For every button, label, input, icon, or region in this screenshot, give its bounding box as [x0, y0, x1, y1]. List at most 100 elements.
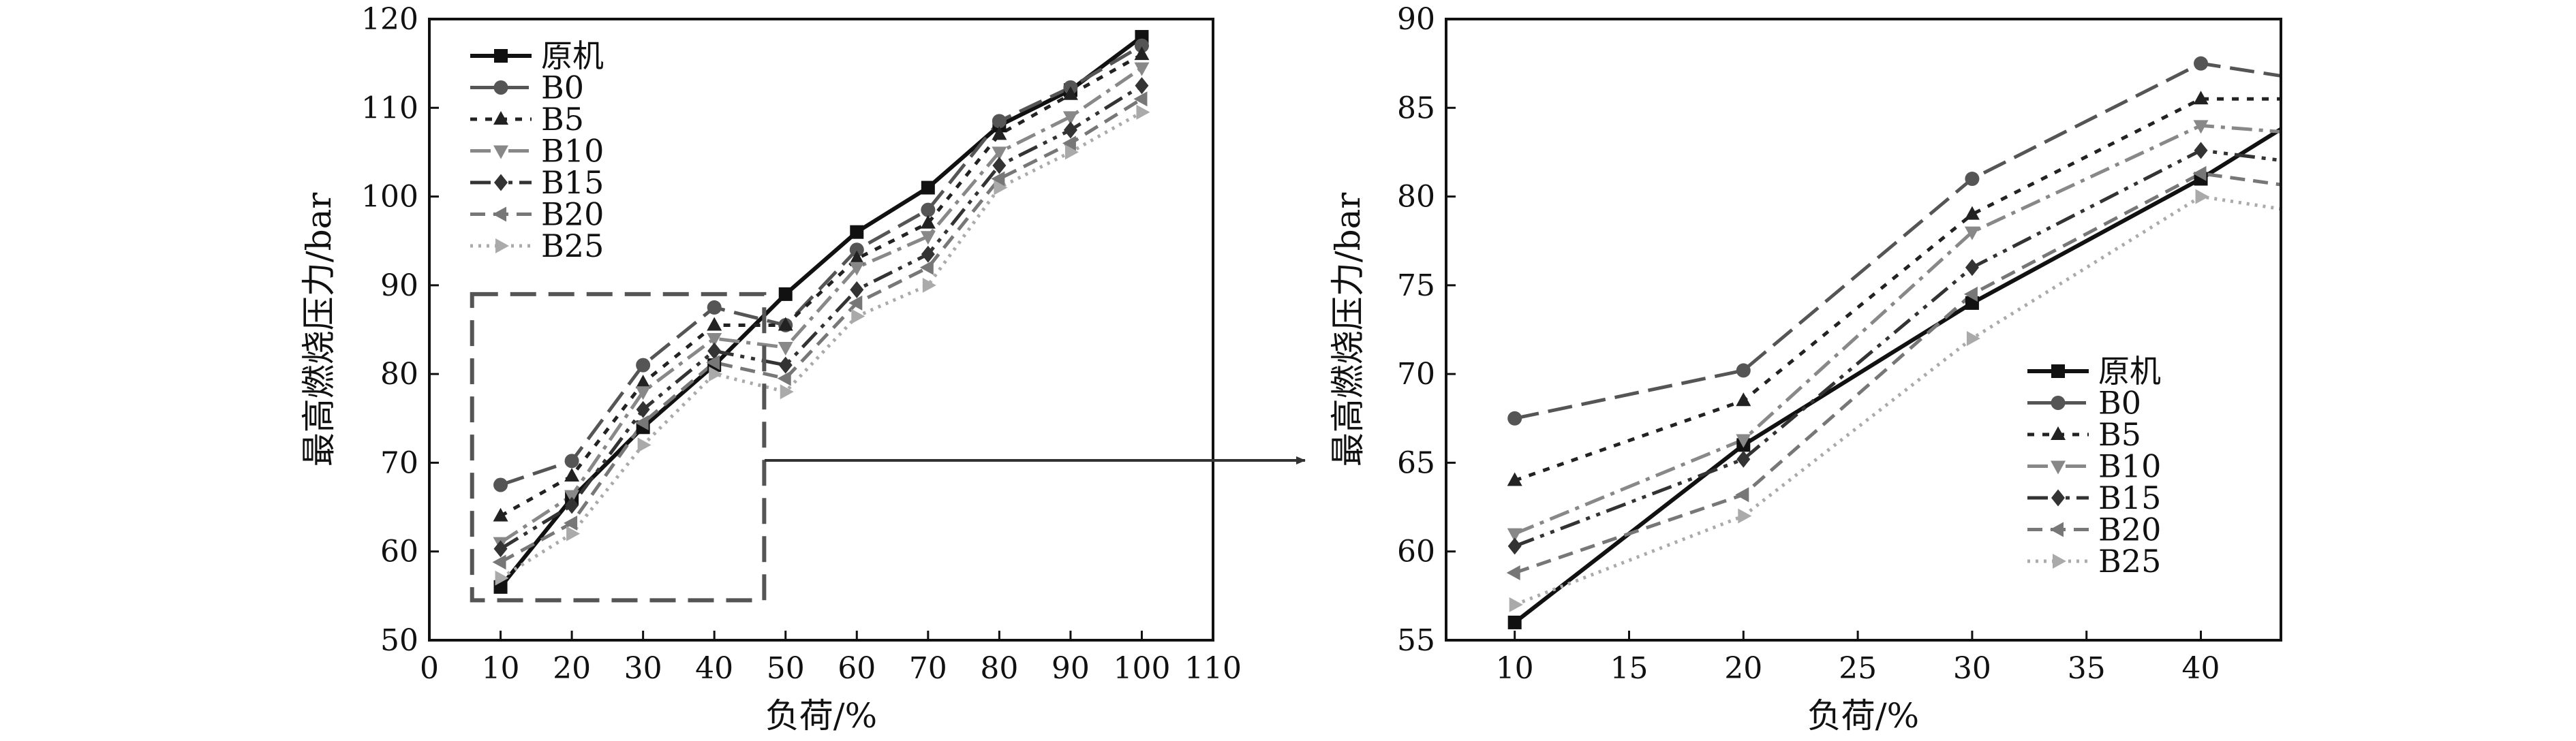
left-y-tick-label: 100 [361, 180, 418, 215]
left-legend-label: B15 [541, 164, 604, 201]
right-data-point-B15 [1736, 450, 1751, 468]
right-y-tick-label: 60 [1397, 535, 1435, 569]
left-data-point-B20 [564, 516, 578, 531]
right-y-tick-label: 80 [1397, 180, 1435, 215]
right-x-axis-title: 负荷/% [1807, 696, 1919, 736]
left-data-point-B25 [709, 366, 723, 382]
right-y-tick-label: 70 [1397, 357, 1435, 392]
left-data-point-B10 [1062, 111, 1078, 125]
right-data-point-B0 [1736, 363, 1751, 378]
left-legend-marker [493, 111, 508, 125]
left-x-tick-label: 90 [1052, 651, 1090, 686]
right-y-tick-label: 65 [1397, 445, 1435, 480]
left-data-point-B0 [707, 300, 722, 315]
right-data-point-原机 [2423, 30, 2436, 44]
left-axis-ticks: 0 10 20 30 40 50 60 70 80 90 100 110 50 60 70 80 90 100 11… [361, 2, 1242, 686]
right-x-tick-label: 15 [1610, 651, 1648, 686]
left-data-point-B20 [919, 259, 934, 275]
right-data-point-B15 [1507, 537, 1522, 555]
right-data-point-B0 [1965, 172, 1980, 187]
right-data-point-B5 [1507, 472, 1522, 486]
right-data-point-B5 [1964, 206, 1980, 220]
left-x-tick-label: 60 [838, 651, 876, 686]
right-y-tick-label: 55 [1397, 623, 1435, 658]
right-data-point-B10 [1736, 434, 1751, 448]
left-x-tick-label: 100 [1113, 651, 1170, 686]
zoom-region-box [470, 291, 767, 603]
left-data-point-B0 [992, 114, 1007, 129]
left-data-point-B20 [777, 370, 791, 386]
right-legend-label: B5 [2098, 416, 2141, 453]
left-series-line-B25 [500, 110, 1143, 580]
right-series-line-B0 [1514, 61, 2281, 420]
left-data-point-B0 [493, 477, 508, 492]
left-data-point-B15 [850, 281, 864, 298]
right-data-point-B10 [1507, 528, 1522, 542]
left-legend-marker [493, 206, 506, 222]
right-legend-marker [2050, 522, 2064, 537]
left-data-point-B10 [707, 333, 722, 347]
right-legend-marker [2051, 489, 2065, 507]
left-data-point-原机 [850, 225, 864, 239]
left-data-point-B25 [1064, 144, 1079, 160]
right-series-line-B5 [1514, 97, 2281, 482]
right-data-point-B25 [1966, 331, 1980, 347]
left-data-point-B15 [921, 245, 935, 263]
left-legend-label: 原机 [541, 37, 604, 74]
left-data-point-B20 [1062, 136, 1076, 151]
left-data-point-B0 [636, 358, 651, 373]
right-y-tick-label: 85 [1397, 91, 1435, 125]
left-data-point-B25 [994, 180, 1008, 195]
right-x-tick-label: 25 [1839, 651, 1877, 686]
left-data-point-B20 [991, 171, 1005, 187]
left-data-point-B5 [920, 215, 936, 229]
left-data-point-B5 [635, 375, 651, 389]
right-series-line-原机 [1513, 127, 2281, 625]
left-data-point-B20 [634, 415, 649, 430]
right-data-point-B5 [2193, 91, 2209, 105]
left-data-point-B20 [492, 554, 506, 570]
right-legend-marker [2053, 554, 2066, 569]
left-data-point-B10 [778, 342, 793, 356]
left-legend-label: B25 [541, 227, 604, 264]
left-series-line-B10 [500, 66, 1143, 544]
left-y-tick-label: 80 [380, 357, 418, 392]
right-legend-label: B0 [2098, 385, 2141, 422]
right-data-point-B25 [2424, 225, 2438, 240]
left-data-point-B15 [707, 342, 722, 360]
right-data-point-B5 [2422, 91, 2437, 104]
right-data-point-B20 [2192, 165, 2207, 181]
right-chart-panel: 10 15 20 25 30 35 40 55 60 65 70 75 80 85 90 负荷/% 最高燃烧… [1328, 2, 2438, 736]
left-data-point-B5 [849, 250, 865, 264]
left-y-tick-label: 110 [361, 91, 418, 125]
left-data-point-B25 [637, 437, 651, 453]
left-data-point-B0 [849, 242, 864, 257]
left-series-layer [499, 35, 1144, 588]
left-plot-frame [428, 18, 1214, 642]
left-x-tick-label: 0 [420, 651, 439, 686]
left-data-point-B20 [706, 355, 720, 370]
left-x-tick-label: 10 [482, 651, 520, 686]
left-data-point-B10 [992, 146, 1007, 161]
right-legend-marker [2051, 460, 2066, 475]
right-x-tick-label: 10 [1496, 651, 1534, 686]
right-data-point-B10 [1964, 226, 1980, 240]
right-data-point-B15 [2423, 170, 2436, 187]
left-data-point-B10 [1134, 62, 1150, 76]
right-data-point-B20 [1963, 286, 1978, 302]
right-x-tick-label: 20 [1724, 651, 1762, 686]
left-data-point-B25 [566, 526, 581, 541]
right-y-axis-title: 最高燃烧压力/bar [1328, 193, 1368, 467]
left-series-line-B5 [500, 52, 1143, 518]
left-x-tick-label: 110 [1184, 651, 1242, 686]
right-data-point-B15 [2194, 142, 2208, 159]
left-x-tick-label: 50 [767, 651, 805, 686]
left-x-tick-label: 70 [909, 651, 947, 686]
right-series-line-B25 [1514, 195, 2281, 607]
left-data-point-B5 [1134, 46, 1150, 61]
left-legend-label: B0 [541, 69, 584, 106]
left-y-tick-label: 60 [380, 535, 418, 569]
left-series-line-B20 [500, 97, 1143, 564]
left-data-point-B5 [493, 507, 508, 522]
